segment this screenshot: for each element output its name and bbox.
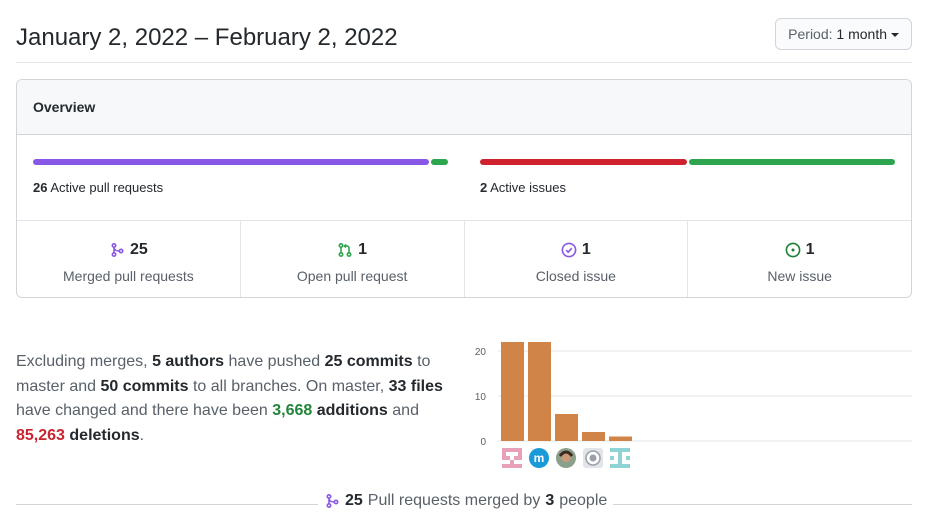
issues-summary[interactable]: 2 Active issues: [480, 159, 895, 195]
deletions-count: 85,263: [16, 426, 65, 444]
commits-by-author-chart: 0 10 20 m: [470, 336, 912, 472]
author-avatar[interactable]: [556, 448, 576, 468]
all-commits-count: 50 commits: [100, 377, 189, 395]
active-pr-label: Active pull requests: [50, 180, 164, 195]
files-changed-count: 33 files: [388, 377, 443, 395]
date-range-title: January 2, 2022 – February 2, 2022: [16, 24, 398, 51]
active-pr-count: 26: [33, 180, 48, 195]
svg-text:m: m: [534, 451, 545, 465]
merged-pr-segment: [33, 159, 430, 165]
stat-closed-issue[interactable]: 1 Closed issue: [465, 221, 689, 297]
new-issue-label: New issue: [767, 268, 832, 284]
merged-pr-label: Merged pull requests: [63, 268, 194, 284]
page-header: January 2, 2022 – February 2, 2022 Perio…: [16, 18, 912, 63]
authors-count: 5 authors: [152, 353, 225, 370]
closed-issue-label: Closed issue: [535, 268, 616, 284]
commit-summary-text: Excluding merges, 5 authors have pushed …: [16, 353, 443, 444]
merged-pr-count: 25: [129, 241, 148, 258]
stat-open-pull-request[interactable]: 1 Open pull request: [241, 221, 465, 297]
caret-down-icon: [891, 33, 899, 38]
active-issue-count: 2: [480, 180, 488, 195]
period-label: Period:: [788, 26, 833, 42]
git-merge-icon: [324, 493, 340, 509]
footer-people-count: 3: [545, 492, 555, 509]
active-issue-label: Active issues: [490, 180, 567, 195]
commit-bar: [555, 414, 578, 441]
issue-closed-icon: [561, 242, 577, 258]
period-dropdown-button[interactable]: Period: 1 month: [775, 18, 912, 50]
open-pr-segment: [431, 159, 448, 165]
pull-requests-summary[interactable]: 26 Active pull requests: [33, 159, 448, 195]
git-pull-request-icon: [337, 242, 353, 258]
overview-box: Overview 26 Active pull requests 2 Activ…: [16, 79, 912, 298]
pull-requests-progress-bar: [33, 159, 448, 165]
open-pr-count: 1: [358, 241, 368, 258]
overview-title: Overview: [17, 80, 911, 135]
new-issue-segment: [688, 159, 895, 165]
open-pr-label: Open pull request: [296, 268, 408, 284]
merged-pr-footer: 25 Pull requests merged by 3 people: [318, 492, 614, 510]
period-value: 1 month: [836, 26, 887, 42]
master-commits-count: 25 commits: [324, 353, 413, 370]
overview-stats: 25 Merged pull requests 1 Open pull requ…: [17, 221, 911, 297]
stat-new-issue[interactable]: 1 New issue: [688, 221, 911, 297]
y-tick-label: 10: [475, 392, 487, 403]
author-avatar[interactable]: [610, 448, 630, 468]
additions-count: 3,668: [272, 402, 313, 419]
author-avatar[interactable]: [583, 448, 603, 468]
author-avatar[interactable]: [502, 448, 522, 468]
stat-merged-pull-requests[interactable]: 25 Merged pull requests: [17, 221, 241, 297]
issues-progress-bar: [480, 159, 895, 165]
overview-bars: 26 Active pull requests 2 Active issues: [17, 135, 911, 221]
y-tick-label: 0: [480, 437, 486, 448]
new-issue-count: 1: [805, 241, 815, 258]
deletions-word: deletions: [69, 426, 140, 444]
commits-chart-svg: 0 10 20 m: [475, 342, 912, 468]
commit-bar: [609, 436, 632, 441]
closed-issue-count: 1: [581, 241, 591, 258]
y-tick-label: 20: [475, 347, 487, 358]
additions-word: additions: [316, 402, 388, 419]
commit-bar: [528, 342, 551, 441]
footer-pr-count: 25: [345, 492, 363, 509]
issue-opened-icon: [785, 242, 801, 258]
commit-bar: [501, 342, 524, 441]
author-avatar[interactable]: m: [529, 448, 549, 468]
closed-issue-segment: [480, 159, 687, 165]
git-merge-icon: [109, 242, 125, 258]
commit-bar: [582, 432, 605, 441]
